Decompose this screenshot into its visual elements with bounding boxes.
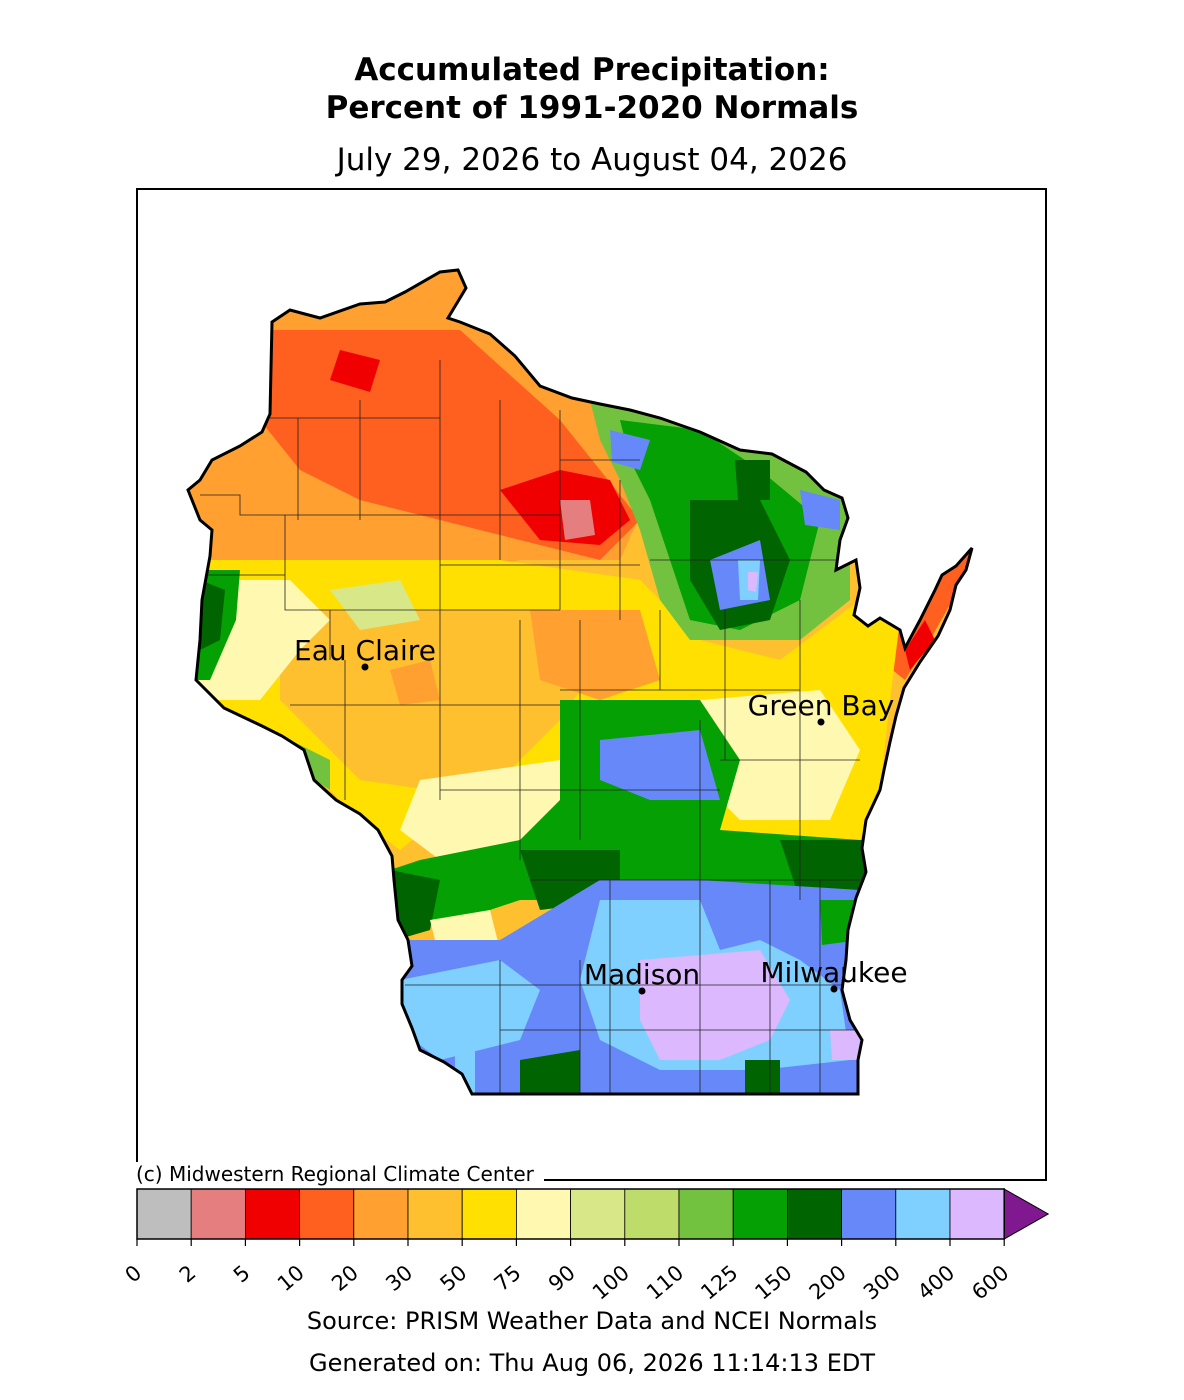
legend-tick-label-13: 200 [805,1260,851,1300]
city-markers: Eau Claire Green Bay Madison Milwaukee [294,634,908,995]
legend-swatch-1 [190,1188,246,1240]
legend-swatch-14 [895,1188,951,1240]
legend-swatch-6 [461,1188,517,1240]
copyright-notice: (c) Midwestern Regional Climate Center [136,1162,544,1186]
legend-swatch-7 [516,1188,572,1240]
city-dot-green-bay [817,718,825,726]
legend-tick-label-5: 30 [381,1260,417,1296]
legend-swatch-12 [787,1188,843,1240]
city-dot-milwaukee [830,985,838,993]
legend-swatch-15 [949,1188,1005,1240]
legend-tick-label-4: 20 [327,1260,363,1296]
legend-tick-label-10: 110 [642,1260,688,1300]
legend-swatch-13 [841,1188,897,1240]
legend-tick-label-2: 5 [229,1260,255,1287]
legend-tick-label-16: 600 [967,1260,1013,1300]
map-frame: Eau Claire Green Bay Madison Milwaukee [136,188,1047,1181]
legend-tick-label-7: 75 [490,1260,526,1296]
city-dot-eau-claire [361,663,369,671]
legend-tick-label-1: 2 [175,1260,201,1287]
city-label-green-bay: Green Bay [748,689,895,722]
legend-tick-label-14: 300 [859,1260,905,1300]
legend-swatch-4 [353,1188,409,1240]
legend-extend-arrow [1003,1188,1050,1240]
legend-tick-label-3: 10 [273,1260,309,1296]
source-note: Source: PRISM Weather Data and NCEI Norm… [306,1307,878,1335]
legend-tick-label-11: 125 [696,1260,742,1300]
city-label-madison: Madison [584,958,700,991]
legend-swatch-3 [299,1188,355,1240]
legend-tick-label-15: 400 [913,1260,959,1300]
city-label-eau-claire: Eau Claire [294,634,436,667]
legend-tick-label-9: 100 [588,1260,634,1300]
chart-title-line2: Percent of 1991-2020 Normals [325,90,859,126]
generated-timestamp: Generated on: Thu Aug 06, 2026 11:14:13 … [309,1349,875,1377]
legend-swatch-11 [732,1188,788,1240]
color-legend: 0 2 5 10 20 30 50 75 90 100 110 125 150 200 300 400 600 [121,1188,1050,1300]
chart-subtitle-date-range: July 29, 2026 to August 04, 2026 [336,142,848,178]
wisconsin-map: Eau Claire Green Bay Madison Milwaukee [136,188,1047,1181]
legend-tick-label-0: 0 [121,1260,147,1287]
county-boundaries [200,360,860,1094]
legend-swatch-0 [136,1188,192,1240]
legend-tick-label-8: 90 [544,1260,580,1296]
legend-swatch-10 [678,1188,734,1240]
city-label-milwaukee: Milwaukee [760,956,907,989]
legend-swatch-8 [570,1188,626,1240]
chart-title-line1: Accumulated Precipitation: [354,52,830,88]
legend-swatch-9 [624,1188,680,1240]
legend-swatch-5 [407,1188,463,1240]
legend-swatch-2 [244,1188,300,1240]
legend-tick-label-6: 50 [436,1260,472,1296]
city-dot-madison [638,987,646,995]
legend-tick-label-12: 150 [750,1260,796,1300]
